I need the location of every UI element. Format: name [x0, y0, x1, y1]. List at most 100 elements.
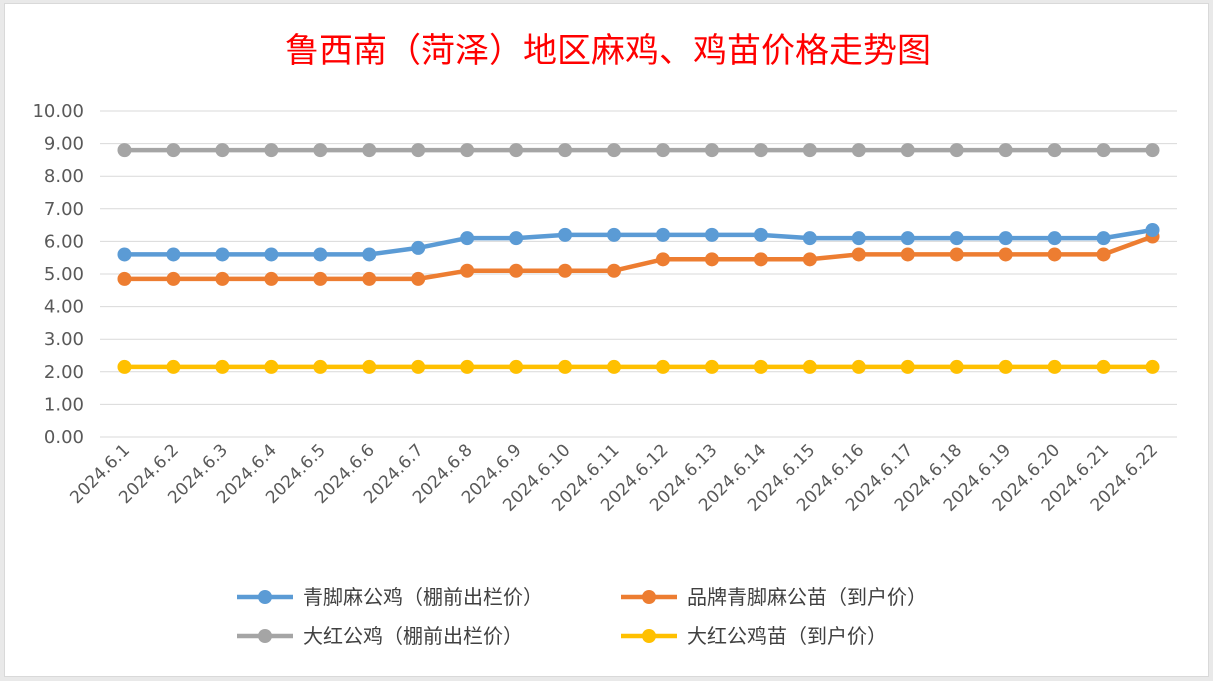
data-point: [460, 359, 475, 374]
data-point: [704, 143, 719, 158]
data-point: [362, 143, 377, 158]
series-1: [117, 222, 1160, 262]
data-point: [166, 271, 181, 286]
data-point: [558, 143, 573, 158]
data-point: [949, 359, 964, 374]
data-point: [851, 247, 866, 262]
data-point: [1047, 247, 1062, 262]
data-point: [998, 247, 1013, 262]
data-point: [509, 359, 524, 374]
y-tick-label: 6.00: [44, 231, 84, 252]
y-axis-ticks: 0.00 1.00 2.00 3.00 4.00 5.00 6.00 7.00 8.00 9.00…: [32, 101, 84, 448]
data-point: [264, 143, 279, 158]
data-point: [753, 359, 768, 374]
gridlines: [100, 110, 1177, 438]
data-point: [655, 359, 670, 374]
legend-marker: [258, 629, 272, 643]
data-point: [313, 359, 328, 374]
data-point: [998, 231, 1013, 246]
data-point: [215, 143, 230, 158]
data-point: [313, 271, 328, 286]
data-point: [509, 231, 524, 246]
y-tick-label: 7.00: [44, 199, 84, 220]
data-point: [1047, 231, 1062, 246]
data-point: [753, 227, 768, 242]
data-point: [607, 263, 622, 278]
legend: 青脚麻公鸡（棚前出栏价） 品牌青脚麻公苗（到户价） 大红公鸡（棚前出栏价） 大红公鸡苗…: [237, 585, 927, 648]
legend-label: 大红公鸡（棚前出栏价）: [303, 624, 523, 648]
series-lines: [117, 143, 1160, 374]
legend-label: 青脚麻公鸡（棚前出栏价）: [303, 585, 543, 609]
line-chart: 鲁西南（菏泽）地区麻鸡、鸡苗价格走势图 0.00 1.00 2.00 3.00 4.00…: [32, 31, 1177, 648]
data-point: [509, 143, 524, 158]
data-point: [753, 252, 768, 267]
series-2: [117, 229, 1160, 286]
legend-label: 品牌青脚麻公苗（到户价）: [687, 585, 927, 609]
y-tick-label: 3.00: [44, 329, 84, 350]
data-point: [655, 227, 670, 242]
data-point: [949, 143, 964, 158]
data-point: [802, 359, 817, 374]
data-point: [949, 231, 964, 246]
data-point: [411, 240, 426, 255]
y-tick-label: 8.00: [44, 166, 84, 187]
data-point: [607, 227, 622, 242]
legend-marker: [258, 590, 272, 604]
data-point: [411, 359, 426, 374]
y-tick-label: 1.00: [44, 394, 84, 415]
legend-entry: 青脚麻公鸡（棚前出栏价）: [237, 585, 543, 609]
data-point: [558, 359, 573, 374]
legend-entry: 大红公鸡（棚前出栏价）: [237, 624, 523, 648]
data-point: [704, 227, 719, 242]
data-point: [362, 271, 377, 286]
data-point: [1145, 359, 1160, 374]
data-point: [1096, 359, 1111, 374]
data-point: [166, 359, 181, 374]
data-point: [949, 247, 964, 262]
data-point: [802, 252, 817, 267]
data-point: [900, 143, 915, 158]
data-point: [558, 263, 573, 278]
series-3: [117, 143, 1160, 158]
series-4: [117, 359, 1160, 374]
data-point: [166, 247, 181, 262]
data-point: [264, 359, 279, 374]
data-point: [215, 247, 230, 262]
data-point: [655, 143, 670, 158]
data-point: [1096, 143, 1111, 158]
y-tick-label: 2.00: [44, 362, 84, 383]
data-point: [411, 271, 426, 286]
data-point: [1096, 231, 1111, 246]
data-point: [1047, 143, 1062, 158]
data-point: [802, 231, 817, 246]
data-point: [117, 359, 132, 374]
data-point: [998, 143, 1013, 158]
data-point: [264, 247, 279, 262]
data-point: [1145, 143, 1160, 158]
data-point: [851, 359, 866, 374]
data-point: [802, 143, 817, 158]
data-point: [117, 247, 132, 262]
legend-marker: [642, 590, 656, 604]
data-point: [900, 247, 915, 262]
data-point: [313, 247, 328, 262]
legend-entry: 大红公鸡苗（到户价）: [621, 624, 887, 648]
series-line: [122, 227, 1155, 257]
data-point: [998, 359, 1013, 374]
data-point: [460, 263, 475, 278]
y-tick-label: 4.00: [44, 297, 84, 318]
legend-entry: 品牌青脚麻公苗（到户价）: [621, 585, 927, 609]
data-point: [704, 252, 719, 267]
data-point: [753, 143, 768, 158]
data-point: [117, 271, 132, 286]
data-point: [264, 271, 279, 286]
data-point: [411, 143, 426, 158]
chart-frame: 鲁西南（菏泽）地区麻鸡、鸡苗价格走势图 0.00 1.00 2.00 3.00 4.00…: [4, 3, 1209, 677]
y-tick-label: 10.00: [32, 101, 84, 122]
y-tick-label: 5.00: [44, 264, 84, 285]
legend-label: 大红公鸡苗（到户价）: [687, 624, 887, 648]
x-axis-ticks: 2024.6.12024.6.22024.6.32024.6.42024.6.5…: [66, 440, 1162, 515]
data-point: [900, 231, 915, 246]
legend-marker: [642, 629, 656, 643]
data-point: [607, 143, 622, 158]
